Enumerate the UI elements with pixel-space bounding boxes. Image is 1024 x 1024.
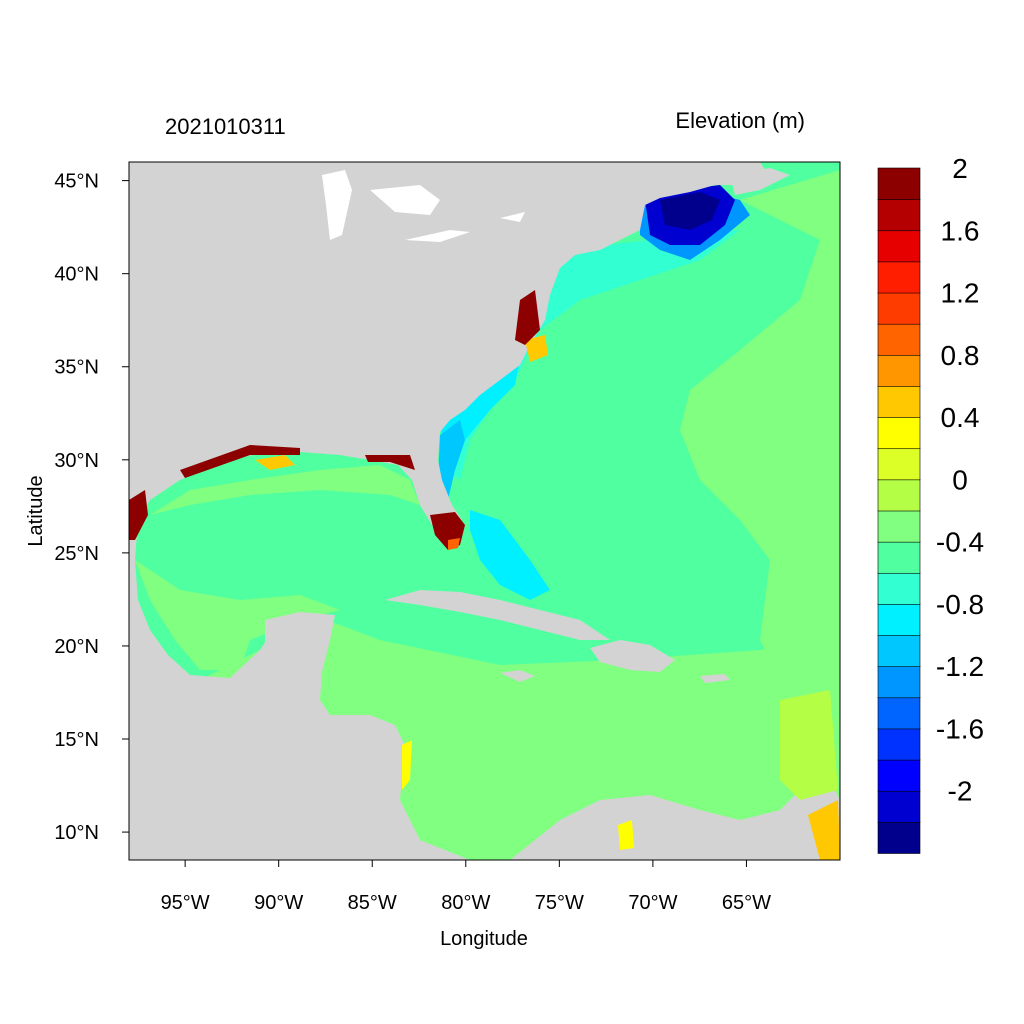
colorbar-label: 1.2 bbox=[941, 278, 980, 309]
colorbar-swatch bbox=[877, 198, 921, 232]
colorbar-swatch bbox=[877, 821, 921, 854]
variable-title: Elevation (m) bbox=[675, 108, 805, 133]
colorbar-swatch bbox=[877, 697, 921, 730]
y-tick-label: 40°N bbox=[54, 264, 99, 286]
colorbar-swatch bbox=[877, 385, 921, 418]
colorbar-swatch bbox=[877, 447, 921, 481]
florida-surge-fringe bbox=[448, 538, 460, 550]
x-tick-label: 95°W bbox=[161, 892, 210, 914]
x-tick-label: 90°W bbox=[254, 892, 303, 914]
colorbar-label: 0 bbox=[952, 464, 968, 495]
x-tick-label: 80°W bbox=[441, 892, 490, 914]
great-lakes bbox=[322, 170, 525, 242]
venezuela-coast bbox=[780, 690, 838, 800]
colorbar-swatch bbox=[877, 759, 921, 792]
colorbar-swatch bbox=[877, 354, 921, 387]
colorbar-swatch bbox=[877, 665, 921, 699]
y-tick-label: 15°N bbox=[54, 729, 99, 751]
gulf-of-maine-core bbox=[660, 192, 720, 230]
atlantic-shelf bbox=[445, 230, 740, 480]
plot-frame bbox=[128, 161, 841, 861]
land-hispaniola bbox=[590, 640, 675, 672]
map-area bbox=[129, 162, 840, 860]
land-yucatan bbox=[265, 612, 335, 700]
colorbar-swatch bbox=[877, 728, 921, 761]
orinoco-mouth bbox=[808, 800, 840, 860]
big-bend-surge bbox=[365, 455, 415, 470]
gulf-coast-fringe bbox=[255, 455, 295, 470]
colorbar-swatch bbox=[877, 167, 921, 200]
colorbar-swatch bbox=[877, 572, 921, 605]
colorbar-swatch bbox=[877, 603, 921, 636]
x-tick-label: 65°W bbox=[722, 892, 771, 914]
colorbar-swatch bbox=[877, 510, 921, 543]
colorbar: -2 -1.6 -1.2 -0.8 -0.4 0 0.4 0.8 1.2 1.6 2 bbox=[877, 153, 984, 854]
x-axis: 95°W 90°W 85°W 80°W 75°W 70°W 65°W bbox=[161, 860, 771, 914]
colorbar-swatch bbox=[877, 479, 921, 512]
colorbar-label: -2 bbox=[948, 776, 973, 807]
land-nova-scotia bbox=[730, 168, 790, 195]
y-tick-label: 35°N bbox=[54, 357, 99, 379]
land-south-america bbox=[510, 720, 840, 860]
colorbar-swatch bbox=[877, 229, 921, 263]
y-tick-label: 25°N bbox=[54, 543, 99, 565]
gulf-north-shelf bbox=[150, 465, 420, 515]
colorbar-label: 0.4 bbox=[941, 402, 980, 433]
y-tick-label: 45°N bbox=[54, 171, 99, 193]
y-tick-label: 20°N bbox=[54, 636, 99, 658]
y-tick-label: 30°N bbox=[54, 450, 99, 472]
colorbar-label: -1.2 bbox=[936, 651, 984, 682]
timestamp-title: 2021010311 bbox=[165, 114, 286, 139]
colorbar-swatch bbox=[877, 323, 921, 356]
colorbar-swatch bbox=[877, 790, 921, 823]
colorbar-label: -0.4 bbox=[936, 527, 984, 558]
x-tick-label: 85°W bbox=[348, 892, 397, 914]
y-axis: 45°N 40°N 35°N 30°N 25°N 20°N 15°N 10°N bbox=[54, 171, 129, 844]
gulf-west-shelf bbox=[135, 560, 340, 670]
colorbar-swatch bbox=[877, 634, 921, 667]
bahamas-shelf bbox=[470, 510, 550, 600]
land-cuba bbox=[385, 590, 610, 640]
colorbar-label: 1.6 bbox=[941, 215, 980, 246]
maracaibo bbox=[618, 820, 634, 850]
y-axis-label: Latitude bbox=[25, 475, 47, 546]
colorbar-swatch bbox=[877, 261, 921, 294]
florida-east-shelf bbox=[438, 420, 465, 500]
land-north-america bbox=[129, 162, 765, 860]
colorbar-label: 0.8 bbox=[941, 340, 980, 371]
carolina-fringe bbox=[525, 335, 548, 362]
texas-surge bbox=[129, 490, 148, 540]
colorbar-label: -1.6 bbox=[936, 714, 984, 745]
colorbar-swatch bbox=[877, 292, 921, 325]
gulf-coast-surge bbox=[180, 445, 300, 478]
colorbar-swatch bbox=[877, 541, 921, 574]
x-tick-label: 75°W bbox=[535, 892, 584, 914]
colorbar-label: 2 bbox=[952, 153, 968, 184]
colorbar-swatch bbox=[877, 416, 921, 450]
colorbar-label: -0.8 bbox=[936, 589, 984, 620]
carolina-surge bbox=[515, 290, 540, 345]
y-tick-label: 10°N bbox=[54, 822, 99, 844]
land-jamaica bbox=[500, 670, 535, 682]
east-atlantic-band bbox=[680, 170, 840, 680]
land-puerto-rico bbox=[700, 674, 730, 683]
x-axis-label: Longitude bbox=[440, 928, 528, 950]
honduras-coast bbox=[402, 740, 412, 790]
x-tick-label: 70°W bbox=[628, 892, 677, 914]
